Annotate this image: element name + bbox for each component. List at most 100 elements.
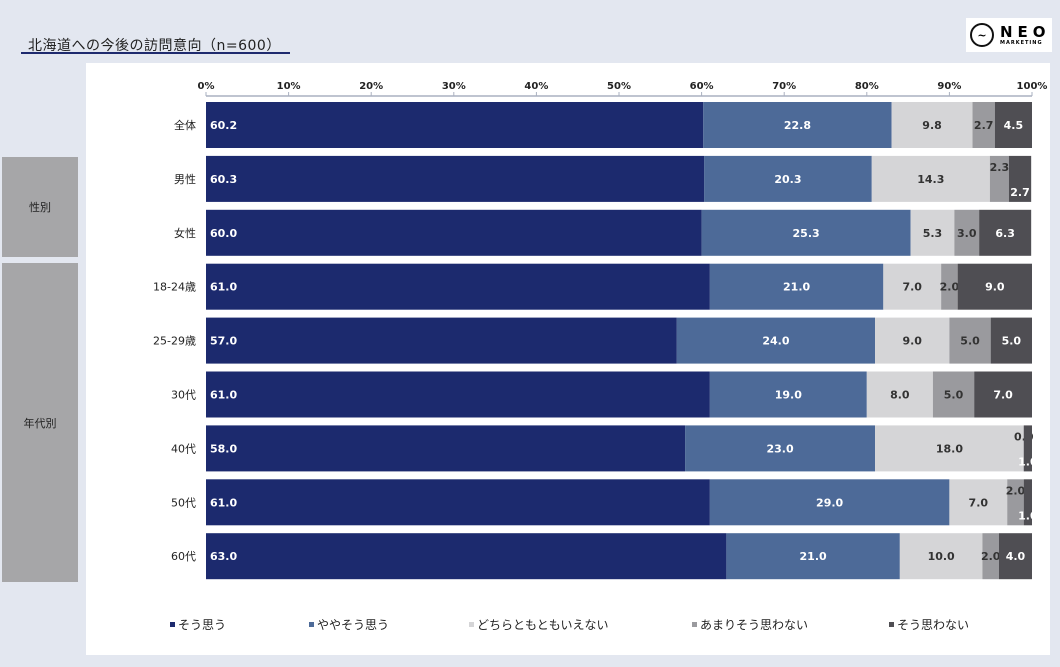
bar-segment bbox=[206, 479, 710, 526]
bar-segment bbox=[990, 317, 1032, 364]
category-label: 60代 bbox=[171, 550, 196, 563]
category-label: 男性 bbox=[174, 172, 196, 186]
logo-wave-icon: ~ bbox=[970, 23, 994, 47]
legend-label: そう思う bbox=[178, 618, 227, 632]
x-tick-label: 40% bbox=[524, 81, 548, 92]
bar-segment bbox=[709, 371, 867, 418]
data-label: 60.3 bbox=[210, 173, 237, 186]
bar-segment bbox=[875, 317, 950, 364]
data-label: 29.0 bbox=[816, 496, 843, 509]
data-label: 61.0 bbox=[210, 389, 237, 402]
data-label: 8.0 bbox=[890, 389, 910, 402]
bar-segment bbox=[701, 209, 911, 256]
bar-segment bbox=[726, 533, 900, 580]
bar-segment bbox=[1008, 155, 1032, 202]
x-tick-label: 70% bbox=[772, 81, 796, 92]
category-label: 25-29歳 bbox=[153, 335, 196, 348]
x-tick-label: 90% bbox=[937, 81, 961, 92]
bar-segment bbox=[910, 209, 955, 256]
bar-segment bbox=[875, 425, 1024, 472]
data-label: 3.0 bbox=[957, 227, 977, 240]
legend-item: あまりそう思わない bbox=[692, 616, 808, 633]
bar-segment bbox=[883, 263, 942, 310]
bar-segment bbox=[709, 263, 884, 310]
data-label: 5.0 bbox=[960, 335, 980, 348]
data-label: 23.0 bbox=[766, 442, 793, 455]
data-label: 10.0 bbox=[928, 550, 955, 563]
data-label: 2.7 bbox=[1010, 186, 1030, 199]
neo-marketing-logo: ~ NEO MARKETING bbox=[966, 18, 1052, 52]
category-label: 30代 bbox=[171, 389, 196, 402]
bar-segment bbox=[703, 102, 892, 148]
data-label: 5.3 bbox=[923, 227, 943, 240]
data-label: 14.3 bbox=[917, 173, 944, 186]
legend-swatch bbox=[469, 622, 474, 627]
legend-label: ややそう思う bbox=[317, 618, 390, 632]
bar-segment bbox=[1007, 479, 1024, 526]
bar-segment bbox=[206, 263, 710, 310]
bar-segment bbox=[1023, 425, 1032, 472]
data-label: 22.8 bbox=[784, 119, 811, 132]
data-label: 20.3 bbox=[774, 173, 801, 186]
data-label: 60.2 bbox=[210, 119, 237, 132]
data-label: 21.0 bbox=[800, 550, 827, 563]
data-label: 2.0 bbox=[981, 550, 1001, 563]
bar-segment bbox=[932, 371, 975, 418]
x-tick-label: 20% bbox=[359, 81, 383, 92]
bar-segment bbox=[949, 317, 991, 364]
bar-segment bbox=[899, 533, 983, 580]
x-tick-label: 60% bbox=[690, 81, 714, 92]
data-label: 2.0 bbox=[1006, 484, 1026, 497]
category-label: 18-24歳 bbox=[153, 281, 196, 294]
legend-swatch bbox=[889, 622, 894, 627]
bar-segment bbox=[676, 317, 876, 364]
group-label-age: 年代別 bbox=[2, 263, 78, 582]
data-label: 4.5 bbox=[1004, 119, 1024, 132]
bar-segment bbox=[972, 102, 995, 148]
data-label: 61.0 bbox=[210, 281, 237, 294]
x-tick-label: 30% bbox=[442, 81, 466, 92]
bar-segment bbox=[994, 102, 1032, 148]
data-label: 7.0 bbox=[993, 389, 1013, 402]
legend-swatch bbox=[170, 622, 175, 627]
x-tick-label: 100% bbox=[1017, 81, 1048, 92]
data-label: 63.0 bbox=[210, 550, 237, 563]
legend-item: そう思う bbox=[170, 616, 226, 633]
x-tick-label: 50% bbox=[607, 81, 631, 92]
bar-segment bbox=[206, 209, 702, 256]
x-tick-label: 0% bbox=[198, 81, 215, 92]
legend-item: ややそう思う bbox=[309, 616, 389, 633]
data-label: 25.3 bbox=[793, 227, 820, 240]
data-label: 2.0 bbox=[940, 281, 960, 294]
category-label: 全体 bbox=[174, 118, 196, 132]
data-label: 18.0 bbox=[936, 442, 963, 455]
data-label: 19.0 bbox=[775, 389, 802, 402]
bar-segment bbox=[982, 533, 999, 580]
legend-swatch bbox=[309, 622, 314, 627]
bar-segment bbox=[866, 371, 933, 418]
logo-subtext: MARKETING bbox=[1000, 39, 1043, 46]
chart-title: 北海道への今後の訪問意向（n=600） bbox=[28, 38, 281, 54]
group-label-gender: 性別 bbox=[2, 157, 78, 257]
bar-segment bbox=[941, 263, 958, 310]
data-label: 6.3 bbox=[995, 227, 1015, 240]
bar-segment bbox=[206, 425, 686, 472]
data-label: 1.0 bbox=[1018, 509, 1038, 522]
category-label: 50代 bbox=[171, 496, 196, 509]
legend-item: どちらともともいえない bbox=[469, 616, 609, 633]
data-label: 57.0 bbox=[210, 335, 237, 348]
legend-label: どちらともともいえない bbox=[477, 618, 609, 632]
data-label: 58.0 bbox=[210, 442, 237, 455]
data-label: 61.0 bbox=[210, 496, 237, 509]
data-label: 9.0 bbox=[985, 281, 1005, 294]
data-label: 1.0 bbox=[1018, 455, 1038, 468]
legend-item: そう思わない bbox=[889, 616, 969, 633]
bar-segment bbox=[891, 102, 973, 148]
data-label: 60.0 bbox=[210, 227, 237, 240]
data-label: 4.0 bbox=[1006, 550, 1026, 563]
bar-segment bbox=[949, 479, 1008, 526]
data-label: 9.0 bbox=[902, 335, 922, 348]
x-tick-label: 10% bbox=[277, 81, 301, 92]
bar-segment bbox=[709, 479, 950, 526]
data-label: 5.0 bbox=[1002, 335, 1022, 348]
